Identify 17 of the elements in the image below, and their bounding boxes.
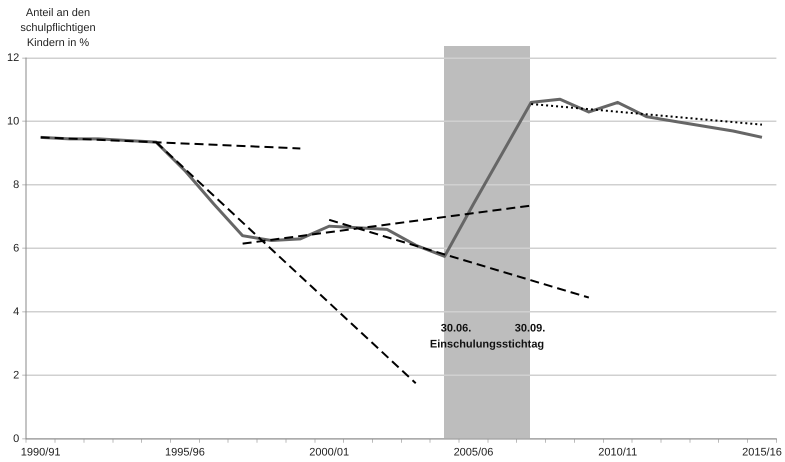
y-tick-label: 12 — [6, 52, 20, 64]
x-tick-label: 1990/91 — [20, 446, 61, 458]
x-tick-label: 2005/06 — [454, 446, 494, 458]
annotation: Einschulungsstichtag — [430, 338, 544, 350]
y-tick-label: 8 — [13, 178, 20, 191]
annotation: 30.09. — [514, 322, 546, 334]
y-tick-label: 2 — [13, 369, 20, 382]
y-tick-label: 10 — [6, 116, 20, 128]
y-tick-label: 0 — [13, 432, 20, 445]
x-tick-label: 2000/01 — [309, 446, 350, 458]
y-tick-label: 4 — [13, 306, 20, 318]
y-tick-label: 6 — [13, 242, 20, 254]
x-tick-label: 1995/96 — [165, 446, 205, 458]
x-tick-label: 2015/16 — [742, 446, 782, 458]
y-axis-title: Anteil an den schulpflichtigen Kindern in % — [19, 6, 97, 51]
x-tick-label: 2010/11 — [598, 446, 638, 458]
annotation: 30.06. — [440, 322, 472, 334]
